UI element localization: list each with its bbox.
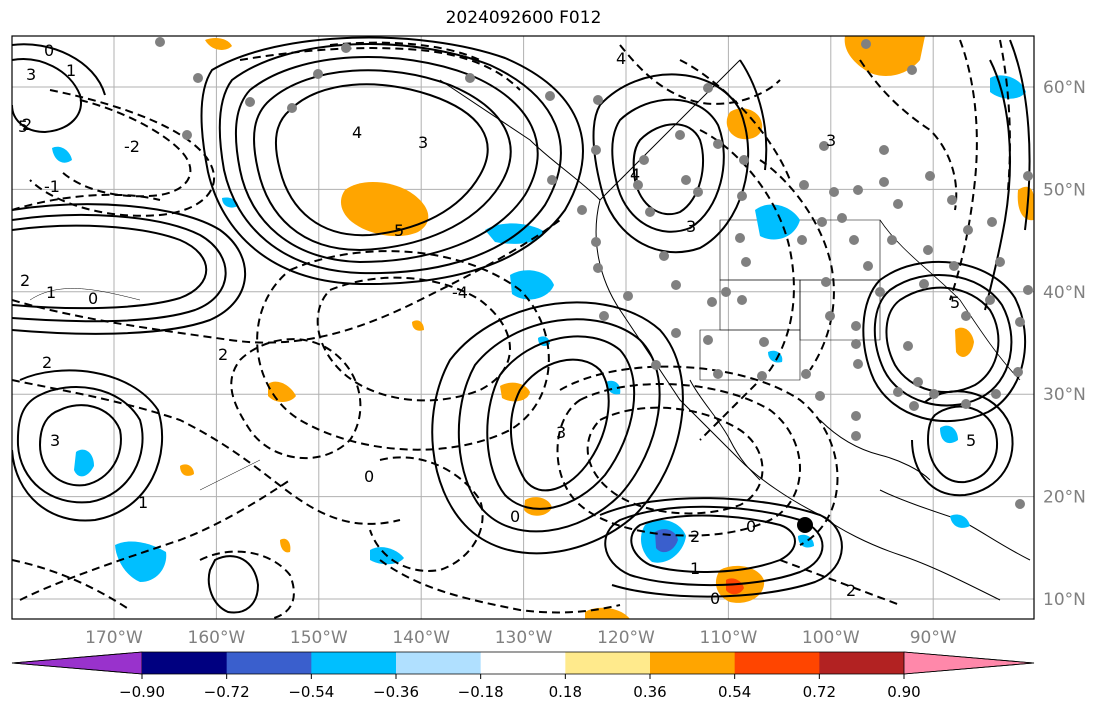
longitude-label: 150°W [290,628,348,648]
contour-label: -2 [124,137,140,156]
latitude-label: 10°N [1043,590,1086,610]
contour-label: 2 [690,527,700,546]
colorbar-tick-label: 0.72 [803,683,836,701]
contour-label: 3 [418,133,428,152]
map-frame [11,35,1035,620]
colorbar-tick-label: −0.18 [458,683,504,701]
colorbar-bin [734,652,820,674]
contour-label: 5 [394,221,404,240]
colorbar-tick-label: 0.54 [718,683,751,701]
contour-label: 2 [20,271,30,290]
contour-label: 1 [690,559,700,578]
colorbar-tick-label: −0.72 [204,683,250,701]
colorbar-tick-label: −0.90 [119,683,165,701]
latitude-label: 60°N [1043,78,1086,98]
contour-label: 2 [22,115,32,134]
latitude-label: 20°N [1043,488,1086,508]
contour-label: 1 [66,61,76,80]
colorbar-ticks: −0.90 −0.72 −0.54 −0.36 −0.18 0.18 0.36 0.54 0.7… [119,674,921,701]
longitude-labels: 170°W 160°W 150°W 140°W 130°W 120°W 110°W 100°W… [85,628,957,648]
colorbar-bin [565,652,651,674]
latitude-labels: 60°N 50°N 40°N 30°N 20°N 10°N [1043,78,1086,610]
colorbar-extend-high [903,651,1035,675]
contour-label: 0 [710,589,720,608]
colorbar-tick-label: 0.36 [633,683,666,701]
longitude-label: 130°W [495,628,553,648]
colorbar-bin [480,652,566,674]
latitude-label: 50°N [1043,180,1086,200]
colorbar [11,651,1035,675]
colorbar-bin [819,652,905,674]
colorbar-extend-low [11,651,143,675]
colorbar-bin [396,652,482,674]
contour-label: 2 [218,345,228,364]
contour-label: 5 [18,117,28,136]
contour-label: 2 [846,581,856,600]
colorbar-bin [311,652,397,674]
colorbar-bin [142,652,228,674]
shaded-anomalies [52,36,1034,619]
colorbar-tick-label: 0.90 [887,683,920,701]
positive-contours [12,36,1031,614]
map-background [12,36,1034,619]
contour-label: 3 [50,431,60,450]
station-markers [155,37,1033,509]
colorbar-bin [650,652,736,674]
longitude-label: 90°W [910,628,957,648]
contour-label: 4 [630,165,640,184]
colorbar-tick-label: 0.18 [549,683,582,701]
colorbar-tick-label: −0.54 [288,683,334,701]
contour-label: 0 [88,289,98,308]
latitude-label: 30°N [1043,385,1086,405]
contour-label: -4 [452,283,468,302]
contour-label: 0 [44,41,54,60]
contour-label: 4 [352,123,362,142]
latitude-label: 40°N [1043,283,1086,303]
map-title: 2024092600 F012 [445,8,602,28]
longitude-label: 120°W [597,628,655,648]
contour-label: 5 [966,431,976,450]
contour-label: 3 [556,423,566,442]
longitude-label: 170°W [85,628,143,648]
contour-label: 3 [26,65,36,84]
contour-label: -1 [44,177,60,196]
contour-label: 3 [686,217,696,236]
contour-label: 0 [510,507,520,526]
contour-label: 1 [46,283,56,302]
contour-label: 0 [746,517,756,536]
longitude-label: 110°W [700,628,758,648]
contour-label: 2 [42,353,52,372]
contour-label: 0 [364,467,374,486]
longitude-label: 100°W [802,628,860,648]
highlight-station [797,517,813,533]
longitude-label: 160°W [188,628,246,648]
contour-labels: 0 1 2 3 4 5 -2 -1 -4 0 1 2 3 0 2 1 0 5 3… [18,41,976,608]
colorbar-bin [226,652,312,674]
contour-label: 4 [616,49,626,68]
colorbar-tick-label: −0.36 [373,683,419,701]
longitude-label: 140°W [392,628,450,648]
contour-label: 5 [950,293,960,312]
contour-label: 1 [138,493,148,512]
contour-label: 3 [826,131,836,150]
